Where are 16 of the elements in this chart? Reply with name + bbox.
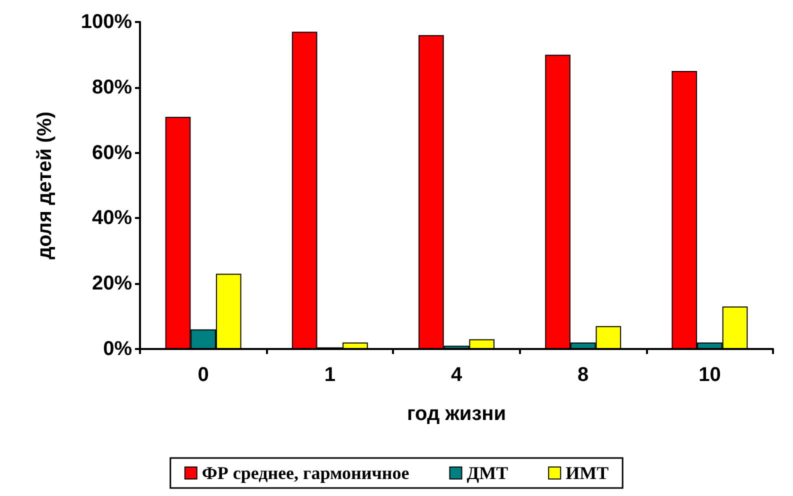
- y-axis-title: доля детей (%): [34, 112, 56, 260]
- y-tick-label: 100%: [80, 11, 132, 33]
- x-tick-label: 8: [578, 364, 589, 386]
- legend-label: ИМТ: [566, 463, 609, 483]
- x-tick-label: 1: [324, 364, 336, 386]
- legend-label: ФР среднее, гармоничное: [202, 463, 410, 483]
- y-tick-label: 0%: [103, 338, 132, 360]
- x-tick-label: 0: [198, 364, 209, 386]
- y-tick-label: 60%: [92, 142, 132, 164]
- x-tick-label: 10: [698, 364, 721, 386]
- y-tick-label: 80%: [92, 76, 132, 98]
- x-axis-title: год жизни: [406, 403, 506, 425]
- x-tick-label: 4: [450, 364, 463, 386]
- y-tick-label: 40%: [92, 207, 132, 230]
- y-tick-label: 20%: [92, 272, 132, 295]
- legend-label: ДМТ: [466, 463, 508, 483]
